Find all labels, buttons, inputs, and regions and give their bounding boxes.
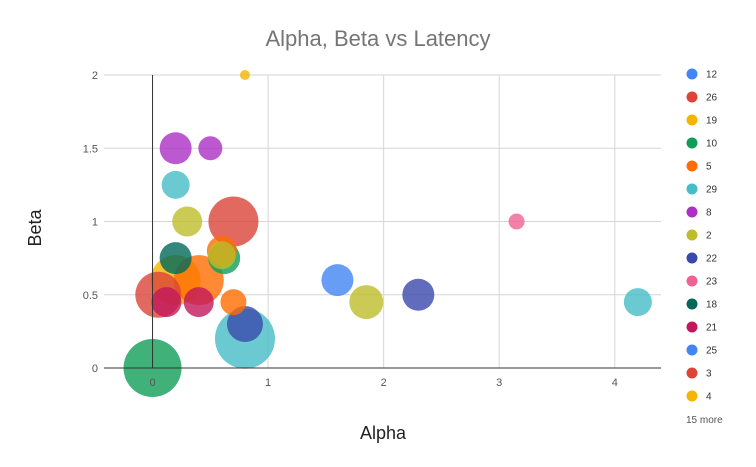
y-tick-label: 1.5 (83, 143, 98, 155)
legend-swatch (686, 206, 698, 218)
legend-label: 3 (706, 369, 712, 380)
legend-label: 5 (706, 162, 712, 173)
bubble[interactable] (226, 306, 263, 343)
axes: 0 0.5 1 1.5 2 0 1 2 3 4 (83, 70, 661, 389)
x-axis-title: Alpha (360, 423, 407, 443)
legend-swatch (686, 160, 698, 172)
legend-item[interactable]: 25 (686, 344, 718, 357)
bubble[interactable] (183, 287, 214, 318)
legend-item[interactable]: 8 (686, 206, 713, 219)
y-tick-label: 0.5 (83, 290, 98, 302)
x-tick-label: 2 (381, 377, 387, 389)
legend-item[interactable]: 18 (686, 298, 718, 311)
x-tick-label: 1 (265, 377, 271, 389)
legend-swatch (686, 252, 698, 264)
y-axis-title: Beta (25, 208, 45, 246)
x-tick-label: 4 (612, 377, 618, 389)
legend-label: 23 (706, 277, 718, 288)
legend-label: 29 (706, 185, 718, 196)
legend-label: 8 (706, 208, 712, 219)
legend-swatch (686, 298, 698, 310)
bubble[interactable] (623, 288, 652, 317)
bubble[interactable] (208, 196, 259, 247)
legend-swatch (686, 321, 698, 333)
bubble[interactable] (239, 70, 250, 80)
legend-label: 2 (706, 231, 712, 242)
bubble[interactable] (159, 242, 192, 275)
legend-label: 10 (706, 139, 718, 150)
legend-item[interactable]: 23 (686, 275, 718, 288)
bubble[interactable] (321, 264, 354, 297)
legend-swatch (686, 229, 698, 241)
legend-label: 12 (706, 70, 718, 81)
legend-item[interactable]: 2 (686, 229, 713, 242)
y-tick-label: 2 (92, 70, 98, 82)
x-tick-label: 3 (496, 377, 502, 389)
bubble[interactable] (349, 285, 384, 320)
legend-swatch (686, 367, 698, 379)
y-tick-label: 1 (92, 217, 98, 229)
legend-swatch (686, 344, 698, 356)
legend-item[interactable]: 10 (686, 137, 718, 150)
legend-item[interactable]: 26 (686, 91, 718, 104)
legend-label: 19 (706, 116, 718, 127)
bubble[interactable] (508, 213, 525, 230)
x-tick-label: 0 (149, 377, 155, 389)
y-tick-label: 0 (92, 363, 98, 375)
legend-item[interactable]: 19 (686, 114, 718, 127)
legend-label: 22 (706, 254, 718, 265)
bubble[interactable] (151, 287, 182, 318)
bubble[interactable] (220, 289, 247, 316)
legend-item[interactable]: 5 (686, 160, 713, 173)
bubbles (123, 70, 652, 397)
legend-label: 18 (706, 300, 718, 311)
legend-swatch (686, 91, 698, 103)
bubble[interactable] (198, 136, 223, 161)
legend-item[interactable]: 22 (686, 252, 718, 265)
legend-swatch (686, 137, 698, 149)
legend-label: 4 (706, 392, 712, 403)
bubble[interactable] (172, 206, 203, 237)
legend-swatch (686, 183, 698, 195)
legend-item[interactable]: 12 (686, 68, 718, 81)
legend-swatch (686, 275, 698, 287)
chart-title: Alpha, Beta vs Latency (265, 26, 490, 51)
bubble[interactable] (161, 170, 190, 199)
legend-swatch (686, 68, 698, 80)
legend-more-label[interactable]: 15 more (686, 415, 723, 426)
legend-label: 26 (706, 93, 718, 104)
bubble[interactable] (402, 278, 435, 311)
legend-item[interactable]: 21 (686, 321, 718, 334)
legend-swatch (686, 114, 698, 126)
legend-swatch (686, 390, 698, 402)
legend-label: 25 (706, 346, 718, 357)
legend-item[interactable]: 4 (686, 390, 713, 403)
legend-label: 21 (706, 323, 718, 334)
legend-item[interactable]: 3 (686, 367, 713, 380)
bubble[interactable] (159, 132, 192, 165)
legend-item[interactable]: 29 (686, 183, 718, 196)
bubble[interactable] (207, 241, 236, 270)
